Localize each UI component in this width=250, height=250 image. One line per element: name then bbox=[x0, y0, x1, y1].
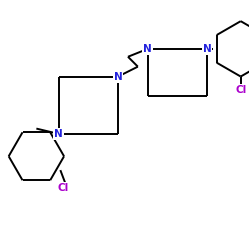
Text: Cl: Cl bbox=[58, 183, 69, 193]
Text: Cl: Cl bbox=[235, 86, 246, 96]
Text: N: N bbox=[114, 72, 122, 82]
Text: N: N bbox=[143, 44, 152, 54]
Text: N: N bbox=[54, 129, 63, 139]
Text: N: N bbox=[203, 44, 211, 54]
